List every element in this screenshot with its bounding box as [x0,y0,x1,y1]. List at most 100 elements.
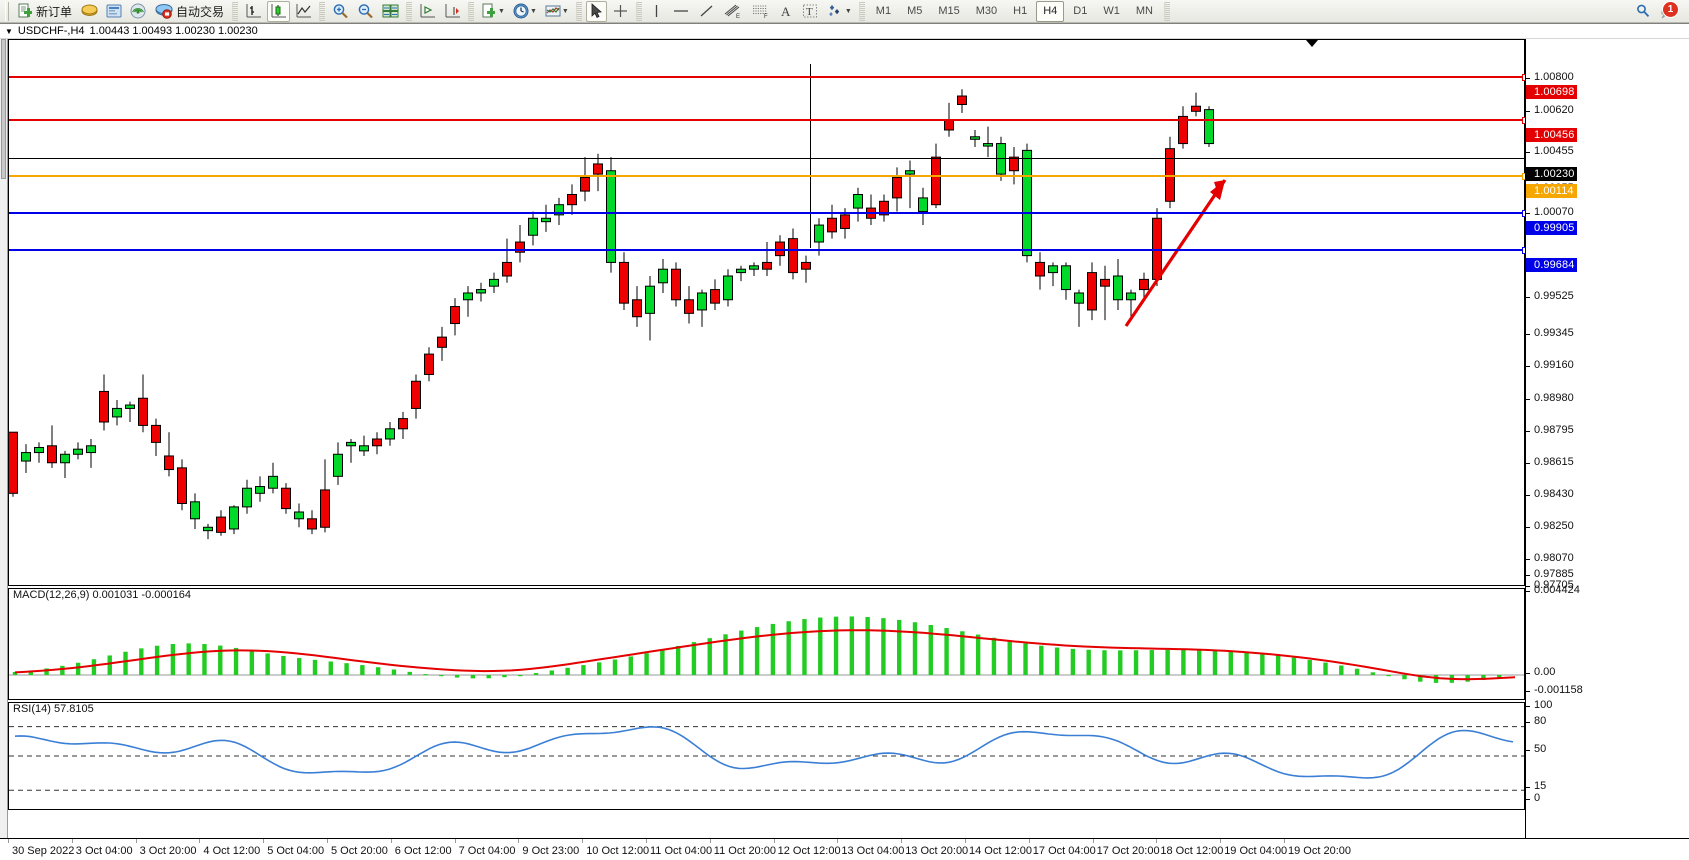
new-order-button[interactable]: 新订单 [13,1,76,22]
timeframe-m1[interactable]: M1 [875,5,892,17]
autotrade-button[interactable]: 自动交易 [151,1,228,22]
macd-histogram-bar [297,658,302,675]
candle [827,217,837,233]
terminal-button[interactable] [103,1,125,22]
timeframe-m30[interactable]: M30 [975,5,998,17]
time-axis-label: 19 Oct 20:00 [1288,845,1351,857]
price-level-label-resistance-upper[interactable]: 1.00698 [1526,85,1578,99]
cursor-button[interactable] [585,0,607,22]
timeframe-w1[interactable]: W1 [1103,5,1120,17]
bar-chart-icon [245,3,262,19]
macd-histogram-bar [612,659,618,675]
shapes-button[interactable]: ▼ [823,1,855,22]
candle [398,418,408,430]
macd-plot-area[interactable] [8,588,1525,700]
price-level-line-pivot[interactable] [9,173,1529,180]
text-label-button[interactable]: T [799,1,821,22]
tile-windows-icon [382,3,399,19]
profile-button[interactable] [78,1,101,22]
toolbar-grip[interactable] [5,1,9,21]
toolbar-separator-4 [468,1,475,21]
macd-histogram-bar [691,642,697,675]
candle [879,200,889,216]
vertical-line-button[interactable] [646,1,667,22]
price-level-line-support-upper[interactable] [9,210,1529,217]
price-level-label-support-lower[interactable]: 0.99684 [1526,258,1578,272]
macd-histogram-bar [281,655,286,675]
wireless-signal-button[interactable] [127,1,149,22]
new-chart-button[interactable]: ▼ [478,1,508,22]
text-tool-button[interactable]: A [776,1,797,22]
scrollbar-thumb[interactable] [1,39,6,179]
shapes-caret-icon[interactable]: ▼ [844,7,852,15]
timeframe-d1[interactable]: D1 [1073,5,1088,17]
price-level-line-support-lower[interactable] [9,247,1529,254]
price-axis[interactable]: 1.008001.006201.004551.002551.000700.998… [1525,39,1689,844]
trendline-button[interactable] [695,1,718,22]
period-button[interactable]: ▼ [510,1,540,22]
macd-histogram-bar [91,659,97,675]
candle [346,441,356,447]
candle [21,452,31,462]
macd-histogram-bar [518,675,523,677]
timeframe-m5[interactable]: M5 [907,5,923,17]
bar-chart-button[interactable] [242,1,265,22]
price-level-line-resistance-upper[interactable] [9,74,1529,81]
macd-histogram-bar [12,671,18,675]
candle [489,278,499,287]
candle [190,501,200,520]
timeframe-mn[interactable]: MN [1135,5,1153,17]
candle [99,390,109,423]
candle [125,404,135,409]
price-level-label-current-price[interactable]: 1.00230 [1526,167,1578,181]
macd-histogram-bar [675,645,681,675]
price-level-label-resistance-lower[interactable]: 1.00456 [1526,128,1578,142]
chart-vertical-scrollbar[interactable] [0,39,8,844]
macd-histogram-bar [1070,648,1076,675]
price-level-label-support-upper[interactable]: 0.99905 [1526,221,1578,235]
macd-histogram-bar [1386,675,1391,677]
price-tick-label: 0.99160 [1534,359,1574,371]
macd-histogram-bar [1197,649,1202,675]
search-button[interactable] [1632,1,1654,22]
chart-title-bar[interactable]: ▼ USDCHF-,H4 1.00443 1.00493 1.00230 1.0… [0,23,1689,39]
time-axis-tick [1284,839,1285,843]
templates-caret-icon[interactable]: ▼ [561,7,569,15]
horizontal-line-button[interactable] [669,1,693,22]
timeframe-h4[interactable]: H4 [1036,0,1065,22]
timeframe-m15[interactable]: M15 [938,5,960,17]
crosshair-button[interactable] [609,1,632,22]
zoom-out-button[interactable] [354,1,377,22]
candle [47,445,57,464]
line-chart-button[interactable] [292,1,315,22]
price-level-line-resistance-lower[interactable] [9,117,1529,124]
price-tick-label: 0.97885 [1534,568,1574,580]
zoom-in-button[interactable] [329,1,352,22]
tile-windows-button[interactable] [379,1,402,22]
candlestick-chart-button[interactable] [267,0,291,22]
macd-histogram-bar [1023,643,1028,675]
autoscroll-button[interactable] [441,1,464,22]
candle [463,292,473,301]
chart-shift-button[interactable] [416,1,439,22]
new-chart-caret-icon[interactable]: ▼ [498,7,505,15]
templates-button[interactable]: ▼ [542,1,572,22]
macd-histogram-bar [470,675,476,679]
equidistant-channel-button[interactable]: E [720,1,746,22]
macd-histogram-bar [1212,650,1218,675]
alerts-bell-icon: 1 [1659,2,1678,19]
alerts-button[interactable]: 1 [1656,1,1679,22]
price-plot-area[interactable] [8,39,1525,586]
macd-histogram-bar [407,671,412,675]
macd-histogram-bar [786,621,791,675]
fibonacci-button[interactable]: F [748,1,774,22]
price-level-line-current[interactable] [9,158,1525,159]
terminal-icon [106,3,122,19]
macd-histogram-bar [849,616,855,675]
price-level-label-pivot-level[interactable]: 1.00114 [1526,184,1577,198]
timeframe-h1[interactable]: H1 [1013,5,1028,17]
time-axis[interactable]: 30 Sep 2022 3 Oct 04:00 3 Oct 20:00 4 Oct 1… [0,838,1689,860]
period-caret-icon[interactable]: ▼ [529,7,537,15]
chart-menu-caret-icon[interactable]: ▼ [5,26,13,36]
bullish-trend-arrow[interactable] [1110,158,1250,338]
